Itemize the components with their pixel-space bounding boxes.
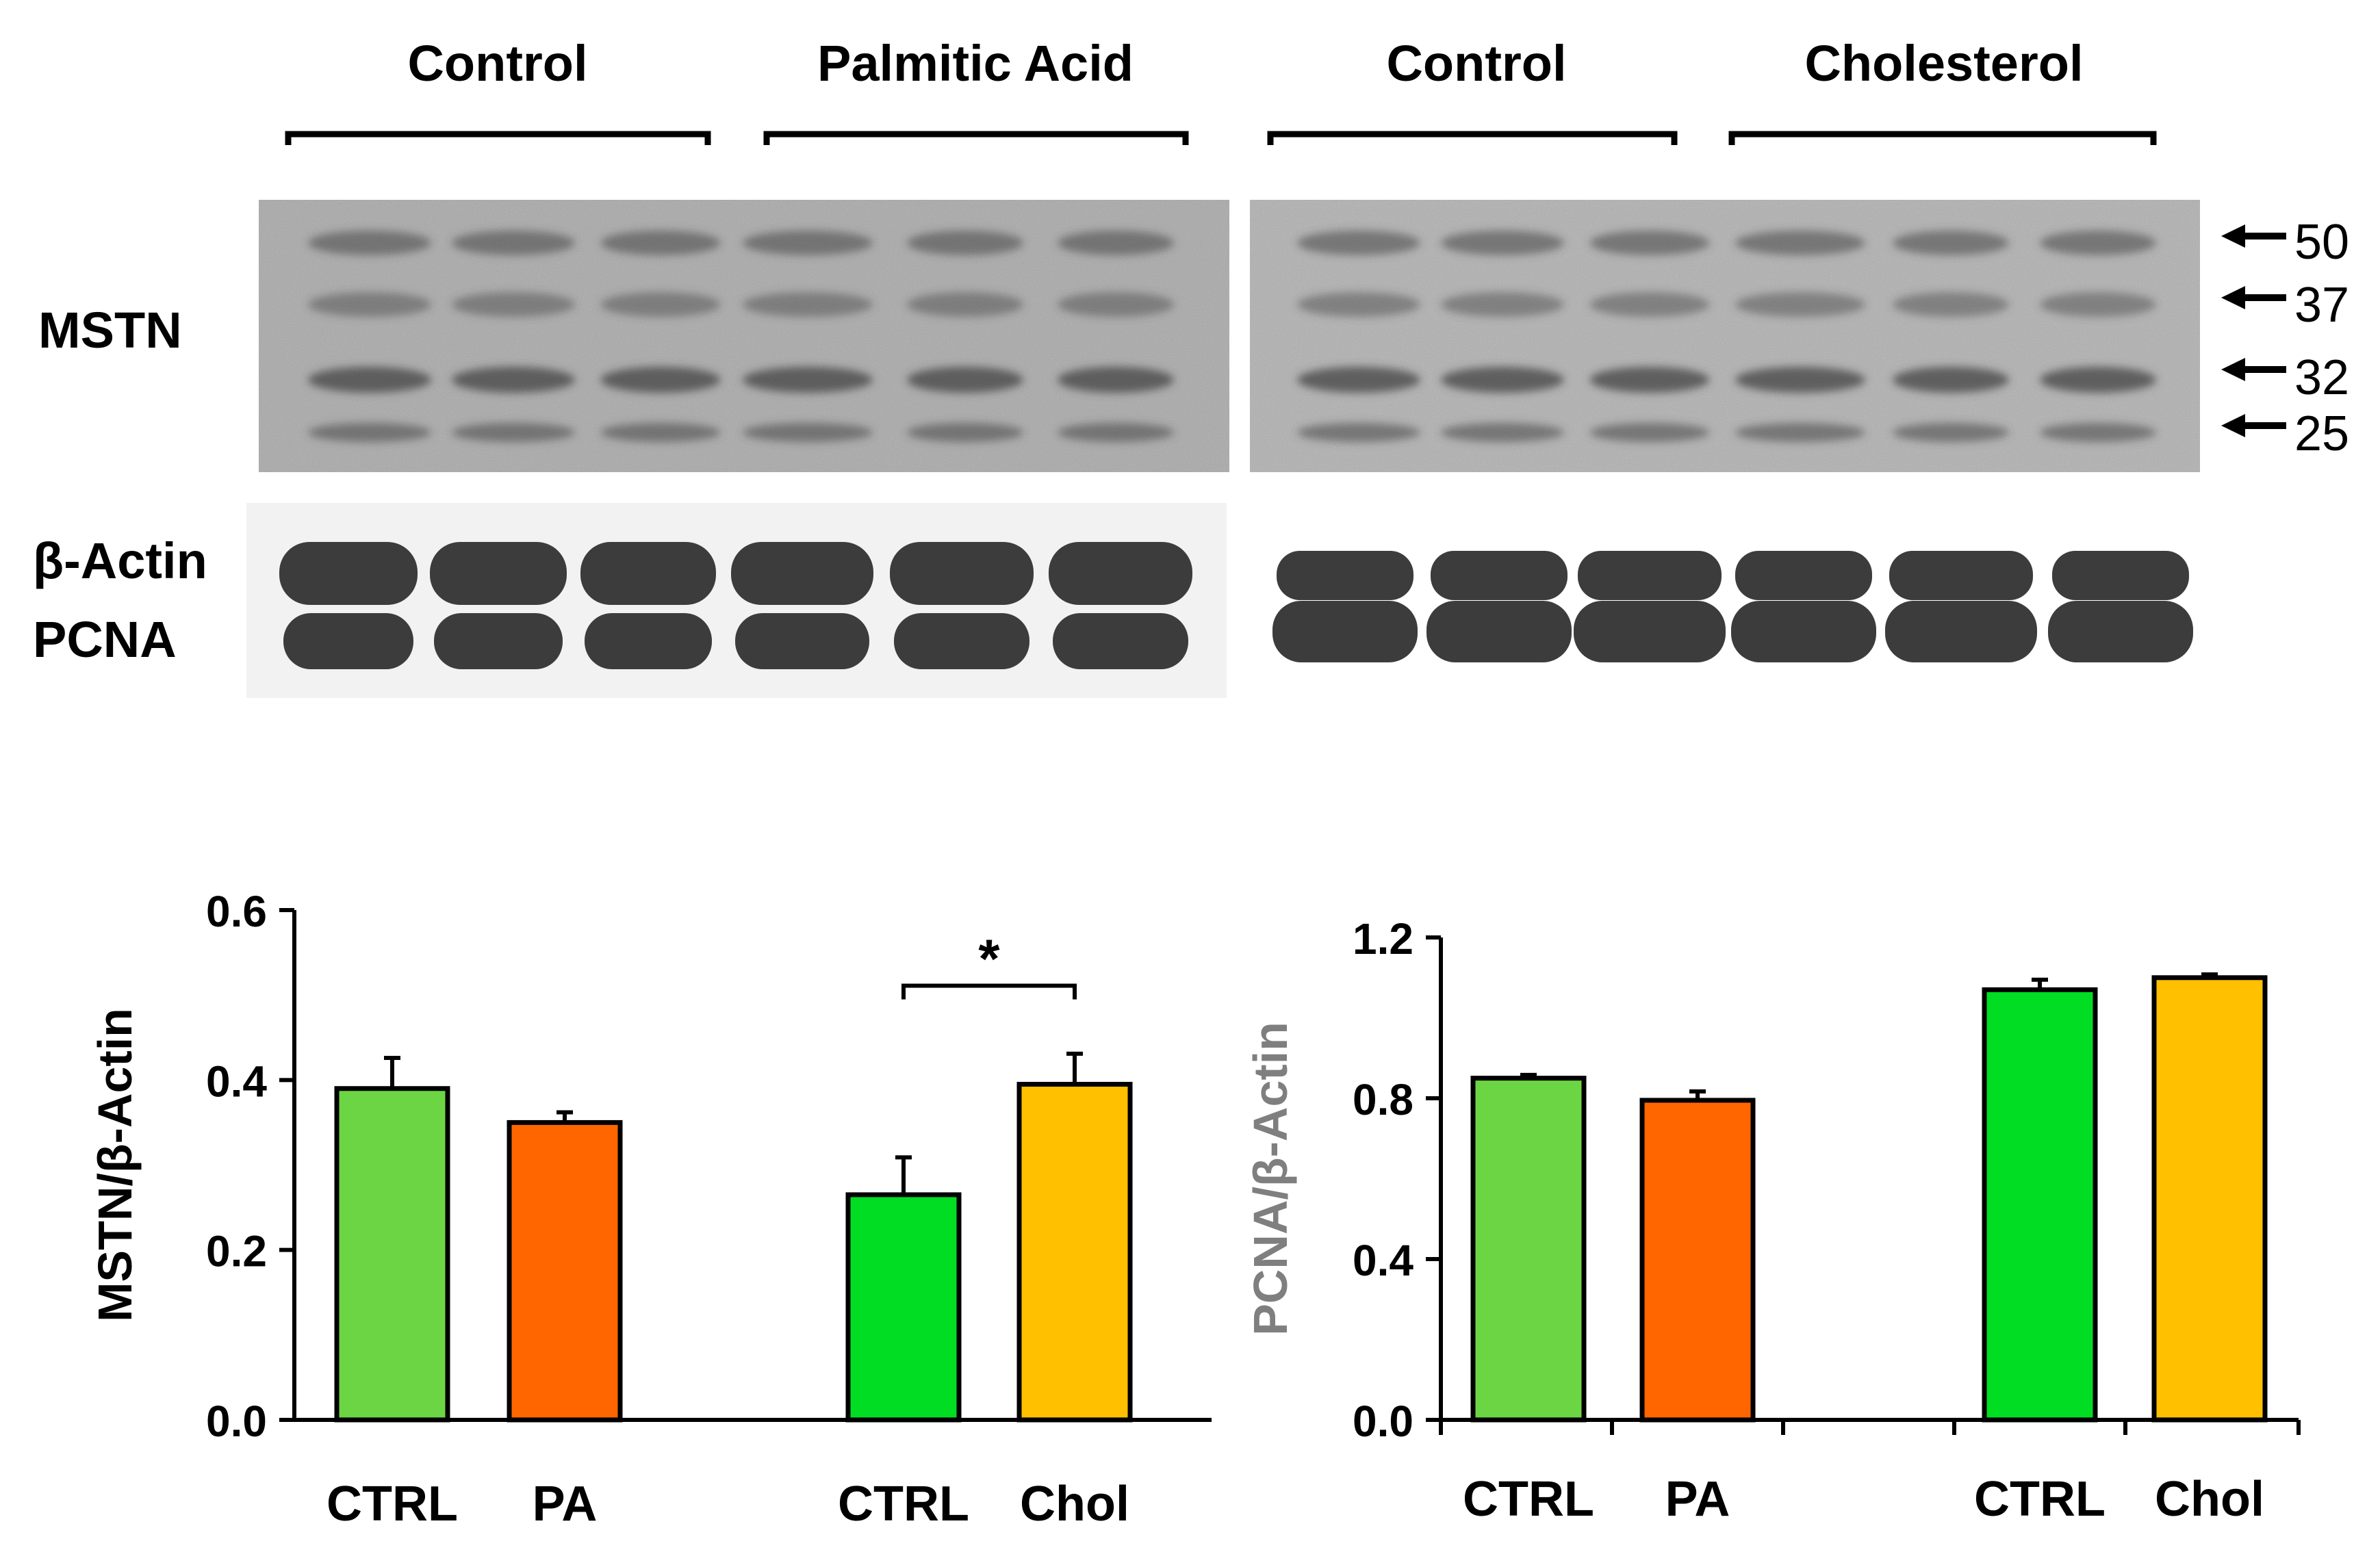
- actin-band: [1578, 551, 1722, 600]
- group-label-cholesterol: Cholesterol: [1804, 35, 2083, 92]
- x-tick-label: CTRL: [327, 1477, 458, 1531]
- mw-markers: 50 37 32 25: [2221, 215, 2349, 461]
- actin-band: [731, 542, 873, 605]
- y-tick-label: 0.0: [206, 1397, 267, 1446]
- x-tick-label: PA: [1665, 1472, 1730, 1527]
- actin-band: [2052, 551, 2189, 600]
- pcna-band: [283, 613, 413, 669]
- bar-ctrl-0: [1470, 1076, 1587, 1423]
- actin-band: [1431, 551, 1568, 600]
- bar-ctrl-2: [845, 1192, 962, 1423]
- group-label-palmitic-acid: Palmitic Acid: [817, 35, 1134, 92]
- actin-band: [1889, 551, 2033, 600]
- y-axis-label: MSTN/β-Actin: [88, 1008, 142, 1322]
- bracket-palmitic-acid: [763, 131, 1189, 145]
- x-tick-label: CTRL: [1463, 1472, 1594, 1527]
- marker-50-label: 50: [2294, 215, 2349, 270]
- actin-band: [580, 542, 716, 605]
- marker-32: 32: [2221, 350, 2349, 405]
- bar-pa-1: [507, 1119, 623, 1423]
- row-label-actin: β-Actin: [33, 532, 207, 589]
- x-tick-label: CTRL: [838, 1477, 969, 1531]
- bar-chol-3: [1016, 1082, 1133, 1423]
- row-label-pcna: PCNA: [33, 611, 177, 668]
- bar-pa-1: [1639, 1098, 1756, 1423]
- pcna-band: [434, 613, 563, 669]
- x-tick-label: PA: [533, 1477, 598, 1531]
- pcna-band: [1731, 601, 1876, 662]
- x-tick-label: Chol: [1020, 1477, 1129, 1531]
- marker-37: 37: [2221, 278, 2349, 333]
- marker-37-label: 37: [2294, 278, 2349, 333]
- bar-ctrl-2: [1982, 987, 2098, 1423]
- bracket-control-1: [285, 131, 711, 145]
- marker-25: 25: [2221, 406, 2349, 461]
- actin-pcna-blot: [246, 503, 2193, 698]
- y-tick-label: 1.2: [1353, 914, 1413, 963]
- blot-header: Control Palmitic Acid Control Cholestero…: [285, 35, 2157, 145]
- pcna-band: [585, 613, 712, 669]
- actin-band: [890, 542, 1034, 605]
- row-label-mstn: MSTN: [38, 302, 182, 359]
- y-tick-label: 0.2: [206, 1227, 267, 1276]
- y-tick-label: 0.4: [206, 1057, 267, 1106]
- group-label-control-2: Control: [1386, 35, 1566, 92]
- bar-ctrl-0: [334, 1086, 450, 1423]
- mstn-blot: [259, 200, 2200, 472]
- pcna-band: [1272, 601, 1418, 662]
- y-tick-label: 0.6: [206, 887, 267, 936]
- pcna-band: [894, 613, 1029, 669]
- y-tick-label: 0.0: [1353, 1397, 1413, 1446]
- pcna-band: [735, 613, 869, 669]
- actin-band: [1735, 551, 1872, 600]
- pcna-band: [1885, 601, 2037, 662]
- significance-marker: *: [978, 929, 1000, 989]
- chart-mstn: 0.0 0.2 0.4 0.6 CTRL PA CTRL Chol MSTN/β-Actin *: [88, 887, 1212, 1531]
- pcna-band: [1574, 601, 1726, 662]
- bracket-cholesterol: [1728, 131, 2157, 145]
- pcna-band: [2048, 601, 2193, 662]
- pcna-band: [1053, 613, 1188, 669]
- y-tick-label: 0.4: [1353, 1236, 1413, 1285]
- marker-50: 50: [2221, 215, 2349, 270]
- bar-chol-3: [2151, 975, 2268, 1423]
- actin-band: [430, 542, 567, 605]
- actin-band: [1277, 551, 1413, 600]
- pcna-band: [1426, 601, 1572, 662]
- marker-32-label: 32: [2294, 350, 2349, 405]
- significance-bracket: [901, 983, 1077, 1000]
- group-label-control-1: Control: [407, 35, 587, 92]
- x-tick-label: Chol: [2155, 1472, 2264, 1527]
- bracket-control-2: [1267, 131, 1678, 145]
- y-axis-label: PCNA/β-Actin: [1244, 1022, 1297, 1336]
- marker-25-label: 25: [2294, 406, 2349, 461]
- x-tick-label: CTRL: [1974, 1472, 2106, 1527]
- y-tick-label: 0.8: [1353, 1075, 1413, 1124]
- chart-pcna: 0.0 0.4 0.8 1.2 CTRL PA CTRL Chol PCNA/β-Actin: [1244, 914, 2301, 1527]
- actin-band: [279, 542, 418, 605]
- actin-band: [1049, 542, 1192, 605]
